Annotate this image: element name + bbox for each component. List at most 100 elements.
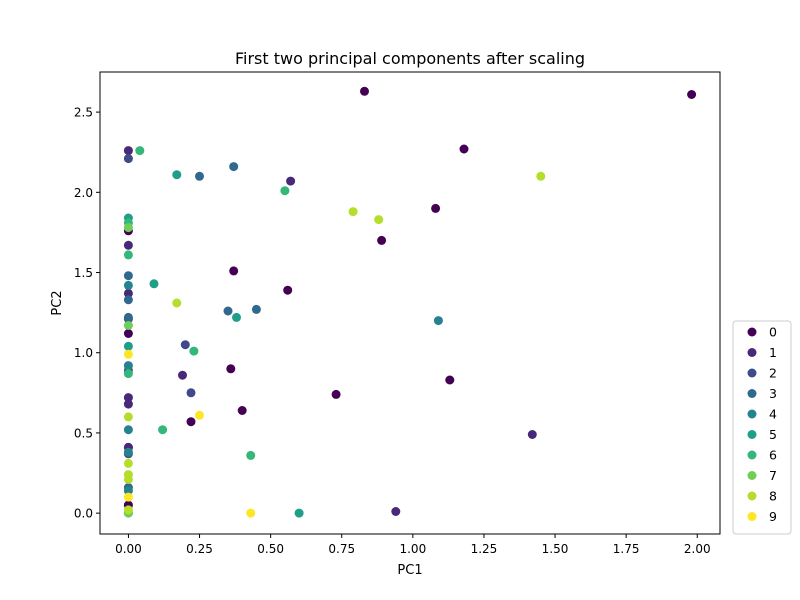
data-point-class-0 [431, 203, 441, 213]
data-point-class-1 [123, 240, 133, 250]
data-point-class-4 [123, 280, 133, 290]
x-tick-label: 2.00 [684, 542, 711, 556]
data-point-class-7 [123, 321, 133, 330]
data-point-class-4 [123, 425, 133, 435]
x-axis-ticks: 0.00 0.25 0.50 0.75 1.00 1.25 1.50 1.75 2.00 [115, 534, 711, 556]
legend-marker-3 [747, 389, 757, 398]
data-point-class-4 [123, 447, 133, 457]
data-point-class-0 [445, 375, 455, 385]
x-tick-label: 1.00 [399, 542, 426, 556]
legend-marker-5 [747, 430, 757, 439]
y-tick-label: 0.5 [74, 426, 93, 440]
legend-label-0: 0 [769, 325, 777, 340]
data-point-class-2 [180, 340, 190, 350]
data-point-class-6 [135, 146, 145, 156]
chart-title: First two principal components after sca… [235, 49, 585, 68]
data-point-class-4 [433, 316, 443, 326]
data-point-class-8 [123, 412, 133, 422]
data-point-class-0 [377, 235, 387, 245]
data-point-class-8 [348, 207, 358, 217]
data-point-class-3 [123, 295, 133, 305]
data-point-class-8 [123, 505, 133, 515]
data-point-class-3 [123, 271, 133, 281]
data-point-class-8 [536, 171, 546, 181]
x-tick-label: 1.75 [613, 542, 640, 556]
x-tick-label: 0.00 [115, 542, 142, 556]
legend: 0 1 2 3 4 5 6 7 8 9 [732, 320, 792, 535]
data-point-class-1 [286, 176, 296, 186]
y-tick-label: 1.0 [74, 346, 93, 360]
legend-marker-8 [747, 491, 757, 501]
legend-label-6: 6 [769, 448, 777, 463]
legend-label-9: 9 [769, 509, 777, 524]
data-point-class-0 [283, 285, 293, 295]
y-axis-ticks: 0.0 0.5 1.0 1.5 2.0 2.5 [74, 106, 100, 521]
x-tick-label: 1.25 [471, 542, 498, 556]
data-point-class-0 [459, 144, 469, 154]
plot-frame [99, 71, 721, 535]
data-point-class-5 [149, 279, 159, 289]
legend-marker-1 [747, 348, 757, 357]
x-tick-label: 0.75 [328, 542, 355, 556]
data-point-class-1 [391, 507, 401, 516]
y-axis-title: PC2 [50, 290, 65, 315]
legend-marker-0 [747, 327, 757, 337]
data-point-class-8 [123, 458, 133, 468]
data-point-class-9 [246, 508, 256, 518]
data-point-class-6 [158, 425, 168, 435]
data-point-class-0 [229, 266, 239, 276]
legend-marker-2 [747, 368, 757, 378]
data-point-class-1 [123, 288, 133, 298]
legend-marker-7 [747, 471, 757, 480]
data-point-class-0 [331, 389, 341, 399]
legend-box [732, 320, 792, 535]
y-tick-label: 1.5 [74, 266, 93, 280]
y-tick-label: 2.5 [74, 106, 93, 120]
x-axis-title: PC1 [397, 563, 422, 578]
legend-label-2: 2 [769, 366, 777, 381]
data-point-class-3 [229, 162, 239, 172]
y-tick-label: 0.0 [74, 507, 93, 521]
legend-label-3: 3 [769, 386, 777, 401]
data-point-class-3 [223, 306, 233, 316]
data-point-class-3 [123, 312, 133, 322]
data-point-class-1 [123, 399, 133, 409]
data-point-class-1 [123, 146, 133, 156]
data-point-class-9 [123, 349, 133, 359]
data-point-class-6 [123, 369, 133, 379]
data-point-class-6 [246, 450, 256, 460]
data-point-class-4 [123, 361, 133, 371]
data-point-class-5 [232, 312, 241, 322]
data-point-class-3 [251, 304, 261, 314]
data-point-class-3 [195, 171, 204, 181]
data-point-class-4 [123, 486, 133, 496]
data-point-class-2 [186, 388, 196, 398]
legend-marker-4 [747, 409, 757, 419]
data-point-class-0 [360, 86, 369, 96]
data-point-class-1 [178, 370, 187, 380]
data-point-class-8 [172, 298, 182, 308]
data-point-class-5 [294, 508, 304, 518]
x-tick-label: 1.50 [542, 542, 569, 556]
data-point-class-5 [172, 170, 182, 180]
data-point-class-0 [237, 406, 247, 415]
data-point-class-6 [280, 186, 290, 196]
legend-label-8: 8 [769, 489, 777, 504]
data-point-class-1 [527, 430, 537, 439]
data-point-class-8 [374, 215, 384, 225]
data-point-class-9 [123, 492, 133, 502]
legend-marker-6 [747, 450, 757, 460]
data-point-class-9 [195, 410, 204, 420]
data-point-class-0 [226, 364, 236, 374]
data-point-class-8 [123, 475, 133, 484]
points-layer [123, 86, 697, 518]
data-point-class-0 [186, 417, 196, 427]
data-point-class-6 [189, 346, 199, 356]
data-point-class-1 [123, 393, 133, 403]
data-point-class-7 [123, 223, 133, 233]
data-point-class-6 [123, 250, 133, 260]
data-point-class-0 [123, 329, 133, 338]
x-tick-label: 0.25 [186, 542, 213, 556]
legend-marker-9 [747, 512, 757, 521]
